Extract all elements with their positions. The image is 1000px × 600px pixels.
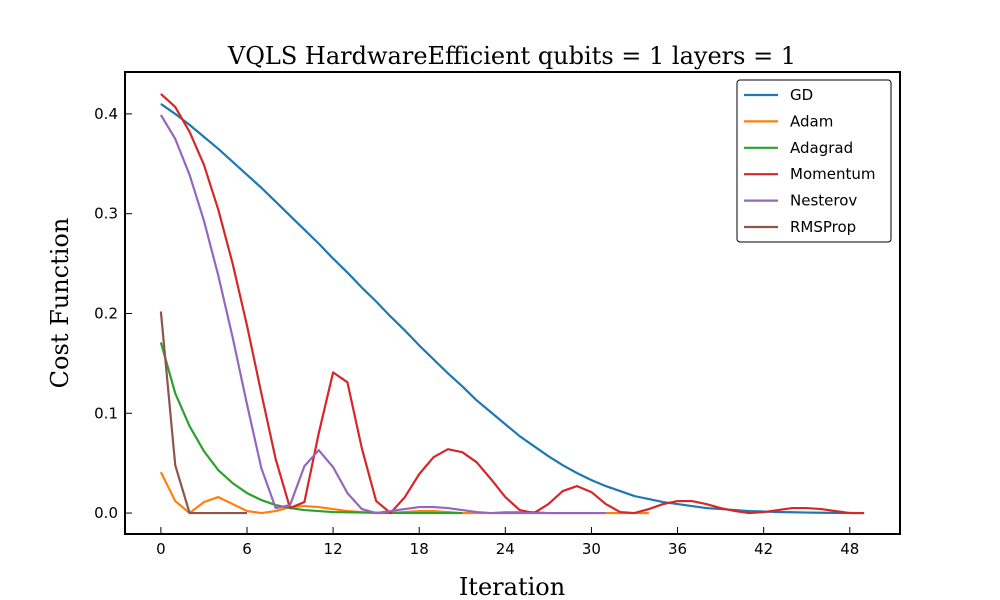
legend-label-gd: GD [790, 86, 813, 104]
legend-label-momentum: Momentum [790, 165, 875, 183]
series-line-gd [160, 103, 865, 515]
legend: GD Adam Adagrad Momentum Nesterov RMSProp [736, 79, 892, 243]
x-tick-label: 36 [668, 540, 687, 558]
y-tick-label: 0.2 [94, 304, 118, 322]
legend-label-rmsprop: RMSProp [790, 218, 856, 236]
x-tick-label: 30 [582, 540, 601, 558]
legend-label-nesterov: Nesterov [790, 192, 857, 210]
plot-frame [124, 71, 901, 535]
x-tick-label: 24 [496, 540, 515, 558]
chart-title: VQLS HardwareEfficient qubits = 1 layers… [227, 42, 796, 70]
series-line-adagrad [159, 342, 463, 515]
y-tick-label: 0.4 [94, 105, 118, 123]
x-tick-label: 18 [410, 540, 429, 558]
y-axis: 0.0 0.1 0.2 0.3 0.4 [94, 105, 132, 522]
legend-label-adam: Adam [790, 112, 833, 130]
series-line-nesterov [159, 114, 606, 515]
plot-area [159, 93, 865, 515]
legend-label-adagrad: Adagrad [790, 139, 853, 157]
y-tick-label: 0.0 [94, 504, 118, 522]
x-tick-label: 12 [324, 540, 343, 558]
x-tick-label: 42 [754, 540, 773, 558]
y-axis-label: Cost Function [46, 218, 74, 389]
x-tick-label: 48 [840, 540, 859, 558]
x-axis-label: Iteration [459, 573, 565, 600]
x-tick-label: 0 [156, 540, 166, 558]
x-tick-label: 6 [242, 540, 252, 558]
y-tick-label: 0.1 [94, 404, 118, 422]
series-line-momentum [160, 93, 865, 515]
legend-items: GD Adam Adagrad Momentum Nesterov RMSProp [744, 86, 875, 236]
series-line-rmsprop [159, 311, 247, 515]
x-axis: 0 6 12 18 24 30 36 42 48 [156, 527, 859, 558]
series-line-adam [159, 471, 649, 515]
y-tick-label: 0.3 [94, 205, 118, 223]
